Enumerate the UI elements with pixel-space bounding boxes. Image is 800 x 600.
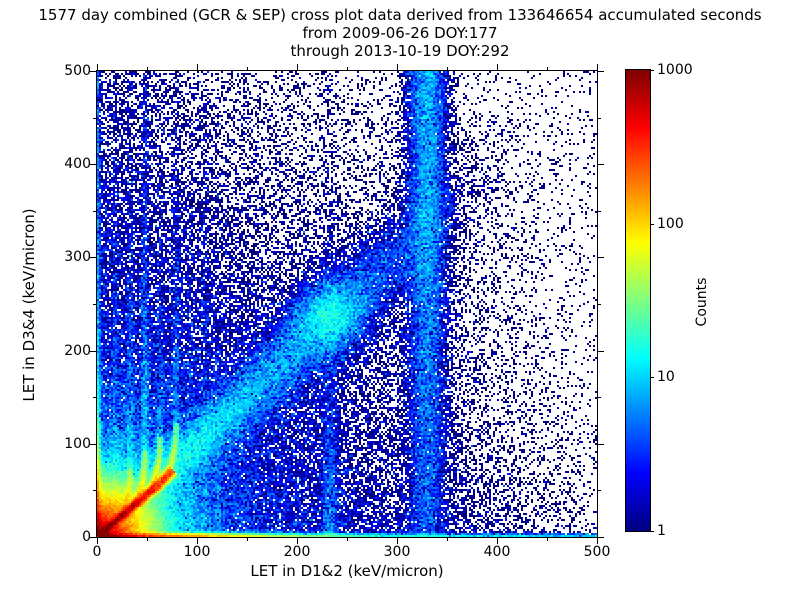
x-major-tick xyxy=(197,538,198,544)
y-major-tick xyxy=(90,351,96,352)
x-major-tick xyxy=(497,64,498,70)
y-major-tick xyxy=(598,164,604,165)
x-minor-tick xyxy=(147,67,148,70)
y-tick-label: 0 xyxy=(82,529,91,545)
x-minor-tick xyxy=(347,538,348,541)
x-major-tick xyxy=(397,538,398,544)
x-minor-tick xyxy=(547,67,548,70)
y-minor-tick xyxy=(93,490,96,491)
x-minor-tick xyxy=(447,67,448,70)
heatmap-canvas xyxy=(97,71,597,537)
x-tick-label: 500 xyxy=(583,544,611,560)
x-minor-tick xyxy=(247,67,248,70)
colorbar-tick-label: 100 xyxy=(657,216,684,232)
y-major-tick xyxy=(598,537,604,538)
colorbar-tick-label: 10 xyxy=(657,369,675,385)
colorbar-tick xyxy=(650,377,654,378)
x-tick-label: 300 xyxy=(383,544,411,560)
y-major-tick xyxy=(598,351,604,352)
x-major-tick xyxy=(97,64,98,70)
colorbar xyxy=(625,69,651,532)
x-axis-label: LET in D1&2 (keV/micron) xyxy=(250,562,444,580)
y-minor-tick xyxy=(598,118,601,119)
y-major-tick xyxy=(90,71,96,72)
y-minor-tick xyxy=(598,397,601,398)
x-minor-tick xyxy=(447,538,448,541)
y-tick-label: 400 xyxy=(64,156,91,172)
chart-title-line-2: from 2009-06-26 DOY:177 xyxy=(302,24,498,42)
chart-title-line-3: through 2013-10-19 DOY:292 xyxy=(290,42,510,60)
y-major-tick xyxy=(90,257,96,258)
y-major-tick xyxy=(90,444,96,445)
x-major-tick xyxy=(97,538,98,544)
y-major-tick xyxy=(598,71,604,72)
colorbar-gradient-canvas xyxy=(626,70,650,531)
y-tick-label: 300 xyxy=(64,249,91,265)
x-minor-tick xyxy=(547,538,548,541)
y-major-tick xyxy=(598,444,604,445)
y-minor-tick xyxy=(93,397,96,398)
x-tick-label: 100 xyxy=(183,544,211,560)
x-major-tick xyxy=(297,64,298,70)
colorbar-tick xyxy=(650,531,654,532)
y-tick-label: 200 xyxy=(64,343,91,359)
x-minor-tick xyxy=(147,538,148,541)
x-major-tick xyxy=(397,64,398,70)
colorbar-tick xyxy=(650,70,654,71)
x-major-tick xyxy=(197,64,198,70)
y-minor-tick xyxy=(598,211,601,212)
x-major-tick xyxy=(497,538,498,544)
colorbar-tick-label: 1000 xyxy=(657,62,693,78)
y-major-tick xyxy=(598,257,604,258)
y-minor-tick xyxy=(93,118,96,119)
x-major-tick xyxy=(297,538,298,544)
y-minor-tick xyxy=(598,490,601,491)
y-tick-label: 100 xyxy=(64,436,91,452)
y-major-tick xyxy=(90,164,96,165)
chart-title-line-1: 1577 day combined (GCR & SEP) cross plot… xyxy=(38,6,762,24)
colorbar-tick xyxy=(650,224,654,225)
y-axis-label: LET in D3&4 (keV/micron) xyxy=(20,208,38,402)
y-minor-tick xyxy=(93,304,96,305)
y-major-tick xyxy=(90,537,96,538)
plot-area xyxy=(96,70,598,538)
y-minor-tick xyxy=(598,304,601,305)
y-minor-tick xyxy=(93,211,96,212)
colorbar-tick-label: 1 xyxy=(657,523,666,539)
colorbar-label: Counts xyxy=(694,277,710,327)
x-major-tick xyxy=(597,538,598,544)
x-tick-label: 200 xyxy=(283,544,311,560)
x-minor-tick xyxy=(247,538,248,541)
y-tick-label: 500 xyxy=(64,63,91,79)
x-minor-tick xyxy=(347,67,348,70)
x-major-tick xyxy=(597,64,598,70)
x-tick-label: 400 xyxy=(483,544,511,560)
x-tick-label: 0 xyxy=(92,544,102,560)
